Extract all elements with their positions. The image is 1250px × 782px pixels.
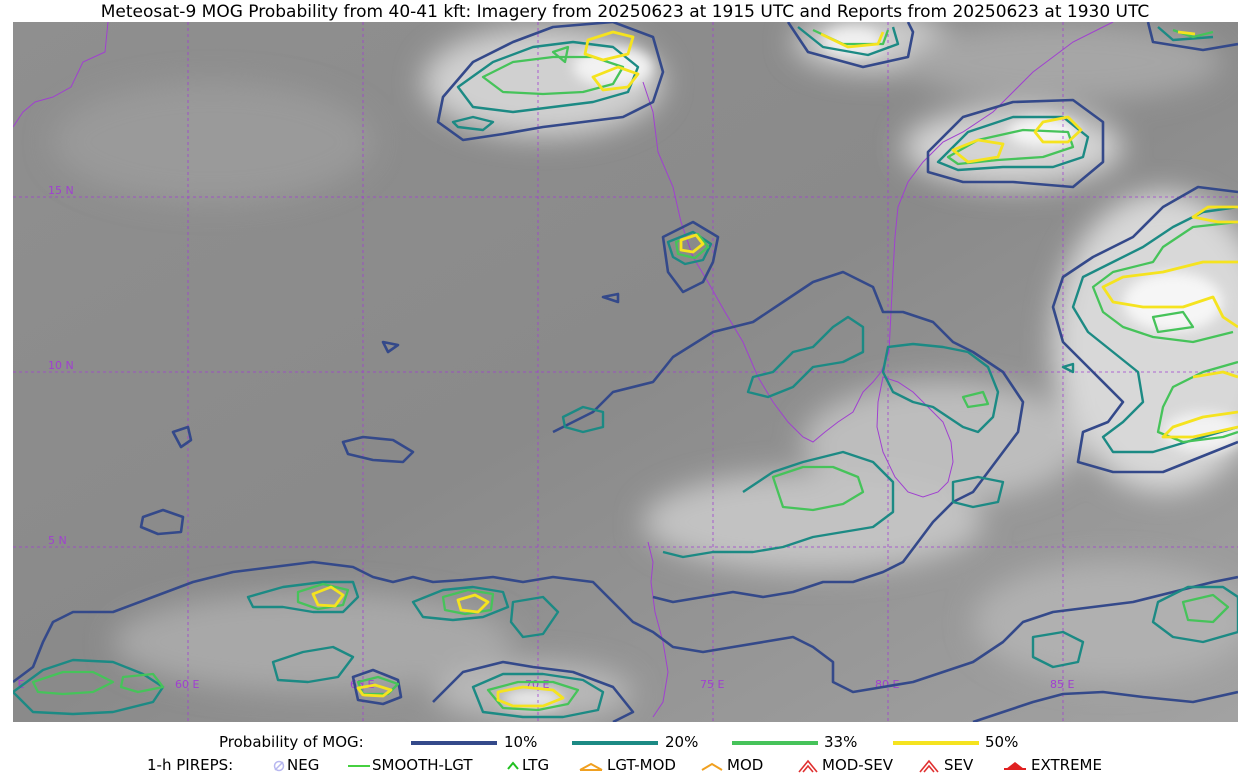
smooth-lgt-icon	[348, 765, 370, 767]
mod-sev-icon	[798, 759, 818, 773]
mod-icon	[701, 762, 723, 771]
legend-label-20pct: 20%	[665, 733, 699, 751]
contour-20pct	[13, 26, 1238, 719]
ltg-icon	[507, 761, 519, 770]
legend-label-33pct: 33%	[824, 733, 858, 751]
lon-label-75e: 75 E	[700, 678, 724, 691]
extreme-icon	[1004, 762, 1026, 770]
probability-legend-label: Probability of MOG:	[219, 733, 364, 751]
lat-label-15n: 15 N	[48, 184, 74, 197]
legend-label-ltg: LTG	[522, 756, 550, 774]
legend-label-mod: MOD	[727, 756, 764, 774]
legend-swatch-20pct	[572, 741, 658, 745]
legend-label-50pct: 50%	[985, 733, 1019, 751]
lon-label-85e: 85 E	[1050, 678, 1074, 691]
lat-label-5n: 5 N	[48, 534, 67, 547]
legend-label-mod-sev: MOD-SEV	[822, 756, 893, 774]
pireps-legend-label: 1-h PIREPS:	[147, 756, 234, 774]
lat-label-10n: 10 N	[48, 359, 74, 372]
mog-contours	[13, 22, 1238, 722]
lgt-mod-icon	[579, 762, 603, 771]
legend-swatch-50pct	[893, 741, 979, 745]
legend-swatch-33pct	[732, 741, 818, 745]
pireps-legend: 1-h PIREPS: NEG SMOOTH-LGT LTG LGT-MOD M…	[0, 756, 1250, 776]
legend-label-extreme: EXTREME	[1031, 756, 1102, 774]
satellite-map: 15 N 10 N 5 N 55 E 60 E 65 E 70 E 75 E 8…	[13, 22, 1238, 722]
probability-legend: Probability of MOG: 10% 20% 33% 50%	[0, 733, 1250, 753]
legend-label-10pct: 10%	[504, 733, 538, 751]
contour-10pct	[13, 22, 1238, 722]
lat-lon-grid	[13, 22, 1238, 722]
lon-label-55e: 55 E	[13, 678, 24, 691]
legend-label-lgt-mod: LGT-MOD	[607, 756, 676, 774]
map-title: Meteosat-9 MOG Probability from 40-41 kf…	[100, 2, 1150, 22]
lon-label-60e: 60 E	[175, 678, 199, 691]
legend-label-smooth-lgt: SMOOTH-LGT	[372, 756, 473, 774]
legend-label-sev: SEV	[944, 756, 974, 774]
contour-50pct	[311, 30, 1238, 708]
sev-icon	[919, 759, 939, 773]
legend-swatch-10pct	[411, 741, 497, 745]
neg-icon	[273, 760, 285, 772]
legend-label-neg: NEG	[287, 756, 320, 774]
